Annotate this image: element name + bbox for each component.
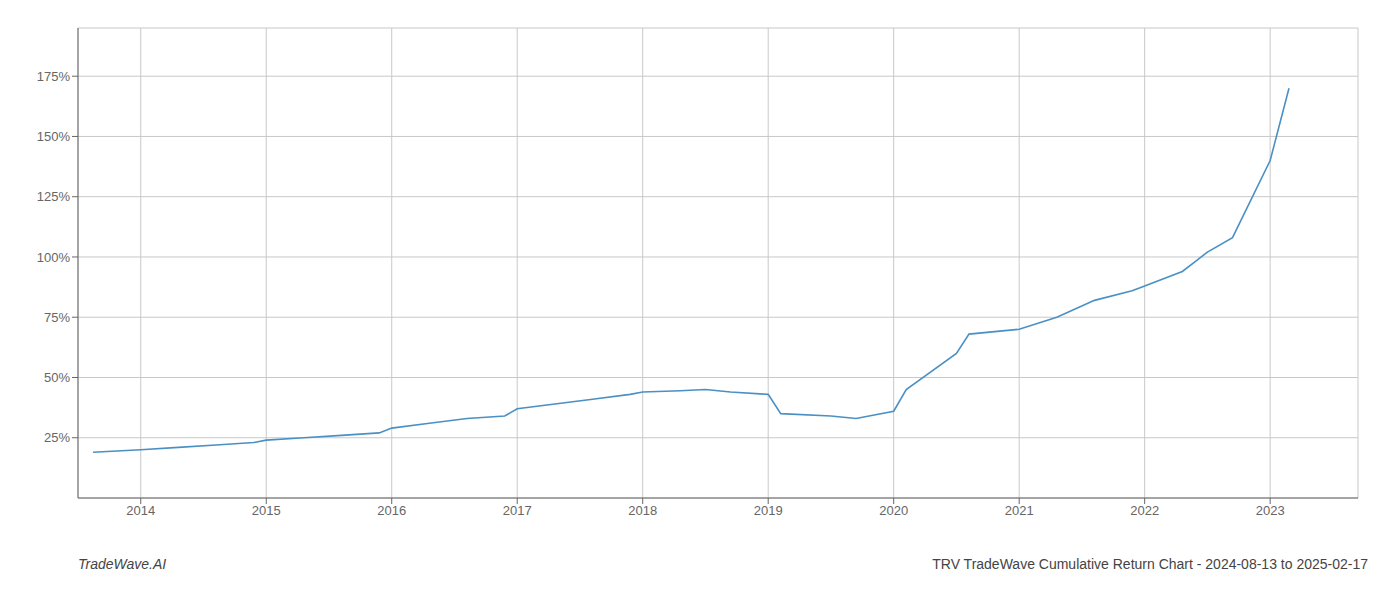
svg-text:2022: 2022 [1130, 503, 1159, 518]
svg-text:2017: 2017 [503, 503, 532, 518]
svg-text:2020: 2020 [879, 503, 908, 518]
svg-text:125%: 125% [37, 189, 71, 204]
svg-text:2019: 2019 [754, 503, 783, 518]
svg-text:50%: 50% [44, 370, 70, 385]
svg-text:2014: 2014 [126, 503, 155, 518]
svg-text:2016: 2016 [377, 503, 406, 518]
svg-text:2015: 2015 [252, 503, 281, 518]
svg-text:2021: 2021 [1005, 503, 1034, 518]
svg-text:75%: 75% [44, 310, 70, 325]
svg-text:25%: 25% [44, 430, 70, 445]
html-text:TRV TradeWave Cumulative Retur: TRV TradeWave Cumulative Return Chart - … [932, 556, 1368, 572]
html-text:TradeWave.AI: TradeWave.AI [78, 556, 167, 572]
svg-text:2023: 2023 [1256, 503, 1285, 518]
svg-text:175%: 175% [37, 69, 71, 84]
svg-text:150%: 150% [37, 129, 71, 144]
svg-text:100%: 100% [37, 250, 71, 265]
svg-text:2018: 2018 [628, 503, 657, 518]
